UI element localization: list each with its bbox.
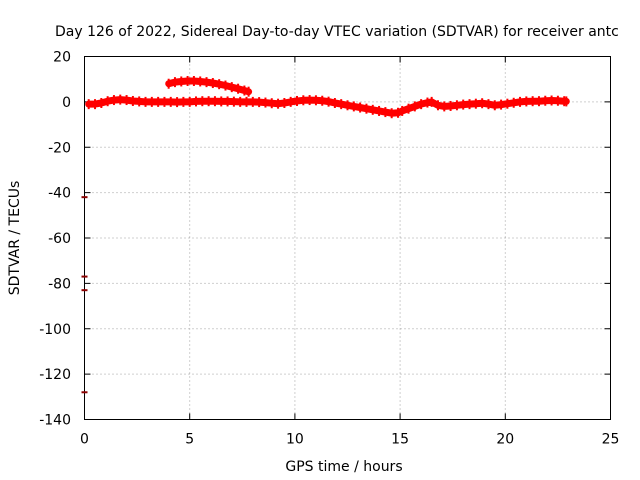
x-tick-labels: 0 5 10 15 20 25 — [80, 432, 619, 448]
data-points — [81, 76, 570, 394]
y-tick-label: 0 — [62, 95, 71, 111]
grid-lines — [84, 56, 611, 420]
y-tick-label: -120 — [39, 367, 71, 383]
series-trace — [165, 77, 253, 96]
series-trace — [85, 96, 570, 117]
y-tick-labels: 20 0 -20 -40 -60 -80 -100 -120 -140 — [39, 50, 71, 429]
y-axis-label: SDTVAR / TECUs — [7, 181, 23, 296]
y-tick-label: -100 — [39, 322, 71, 338]
chart-title: Day 126 of 2022, Sidereal Day-to-day VTE… — [55, 24, 619, 40]
x-tick-label: 20 — [496, 432, 514, 448]
plot-frame — [84, 56, 611, 420]
x-tick-label: 5 — [185, 432, 194, 448]
x-tick-label: 25 — [602, 432, 620, 448]
y-tick-label: -140 — [39, 413, 71, 429]
y-tick-label: -60 — [48, 231, 71, 247]
y-tick-label: -80 — [48, 276, 71, 292]
y-tick-label: -20 — [48, 140, 71, 156]
axis-ticks — [84, 56, 611, 420]
x-tick-label: 10 — [286, 432, 304, 448]
y-tick-label: 20 — [53, 50, 71, 66]
x-tick-label: 0 — [80, 432, 89, 448]
y-tick-label: -40 — [48, 186, 71, 202]
x-axis-label: GPS time / hours — [285, 459, 402, 475]
x-tick-label: 15 — [391, 432, 409, 448]
